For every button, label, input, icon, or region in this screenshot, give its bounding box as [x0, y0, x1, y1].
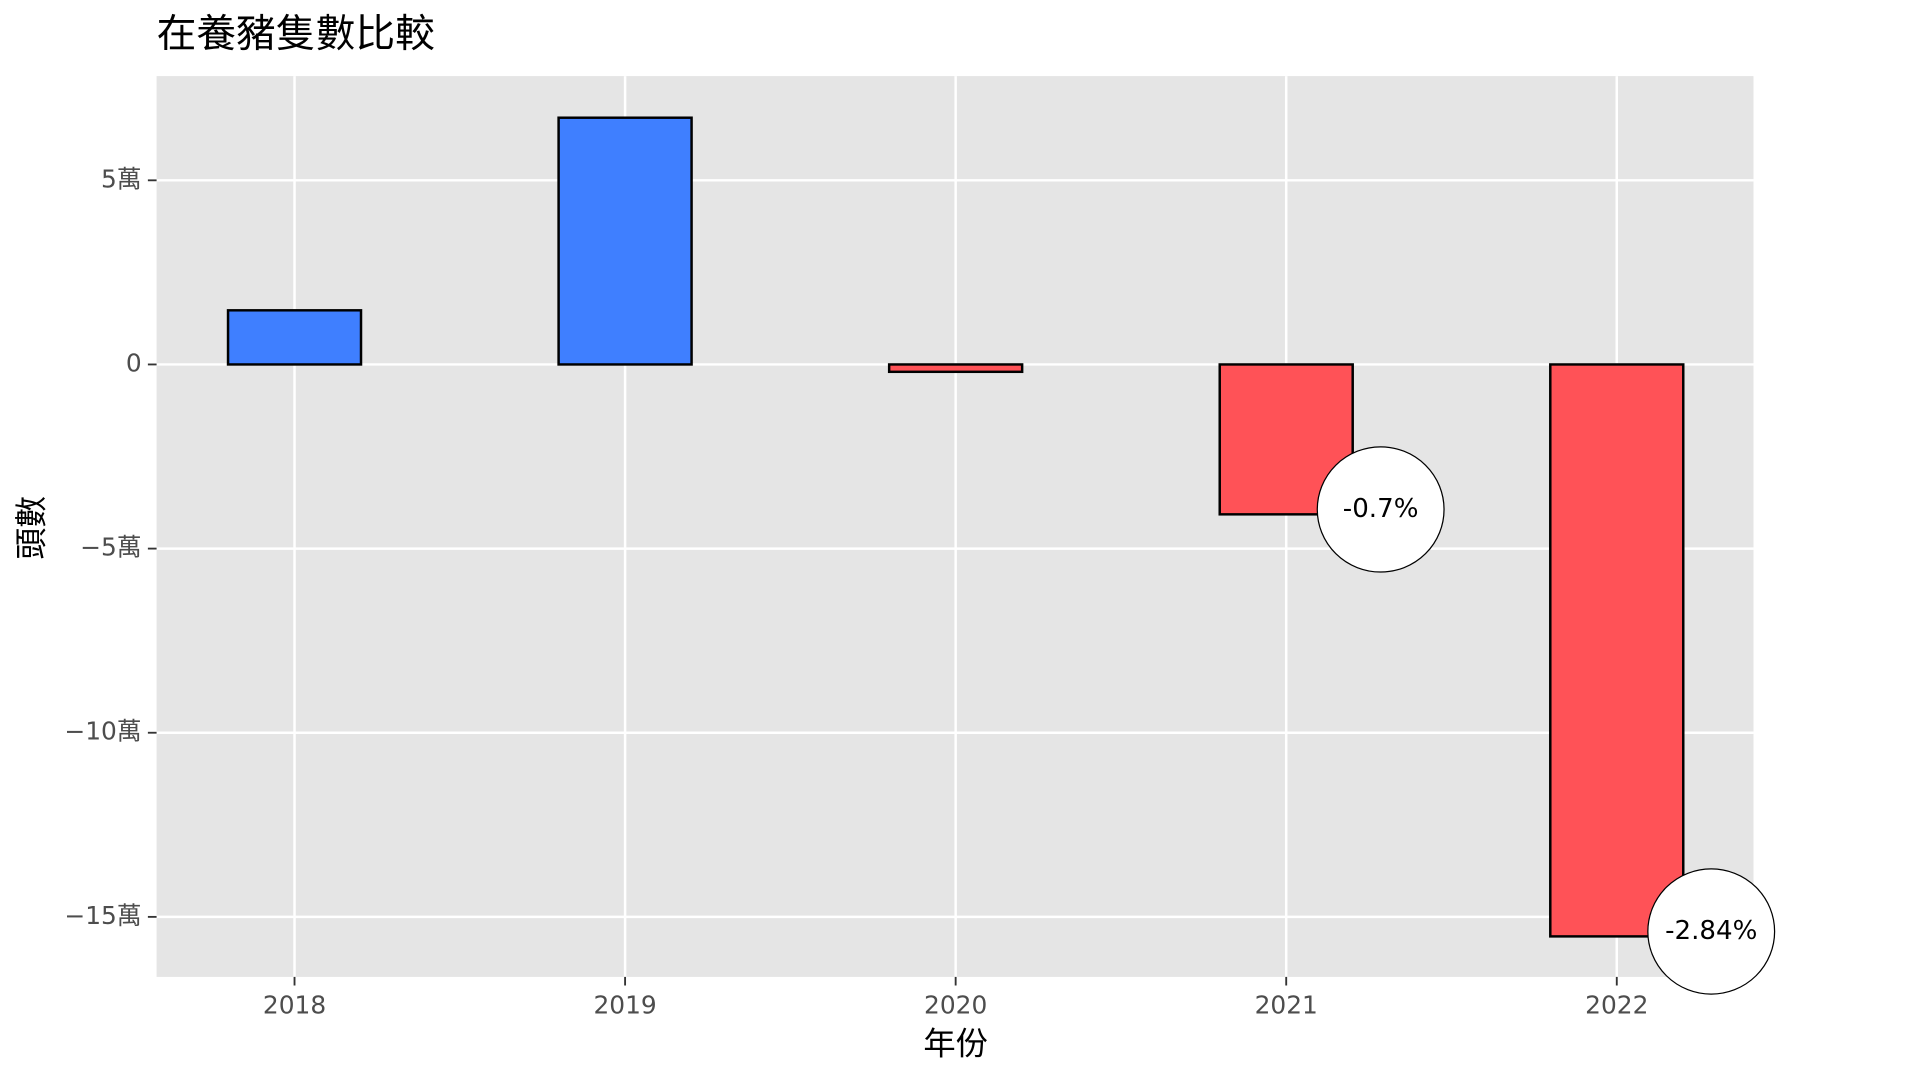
x-tick-label: 2019: [593, 990, 656, 1019]
bar: [557, 116, 693, 366]
y-tick-label: −10萬: [64, 717, 141, 746]
y-tick-label: 5萬: [101, 164, 142, 193]
bar: [1549, 363, 1685, 938]
y-tick-label: 0: [126, 349, 142, 378]
chart-title: 在養豬隻數比較: [157, 11, 435, 57]
bar: [887, 363, 1024, 374]
bar: [226, 309, 363, 366]
y-axis-label: 頭數: [12, 496, 50, 560]
annotation-bubble: [1647, 868, 1776, 995]
x-tick-label: 2020: [924, 990, 987, 1019]
y-tick-label: −15萬: [64, 901, 141, 930]
y-tick-label: −5萬: [80, 533, 141, 562]
x-tick-label: 2021: [1255, 990, 1318, 1019]
annotation-bubble: [1316, 446, 1445, 573]
x-tick-label: 2018: [263, 990, 326, 1019]
annotation-text: -2.84%: [1665, 916, 1757, 946]
x-tick-label: 2022: [1585, 990, 1648, 1019]
annotation-text: -0.7%: [1343, 494, 1419, 524]
x-axis-label: 年份: [923, 1025, 988, 1063]
